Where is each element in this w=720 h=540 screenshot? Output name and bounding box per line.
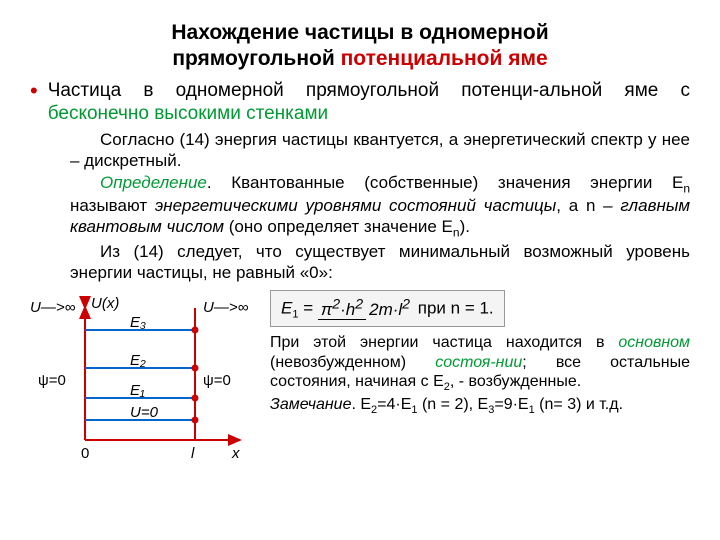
svg-text:U(x): U(x) — [91, 295, 119, 312]
svg-text:U—>∞: U—>∞ — [203, 299, 249, 316]
svg-text:ψ=0: ψ=0 — [203, 372, 231, 389]
title-line1: Нахождение частицы в одномерной — [171, 21, 548, 44]
svg-text:E₃: E₃ — [130, 314, 146, 331]
formula-e1: E1 = π2·h22m·l2 при n = 1. — [270, 290, 505, 328]
energy-well-diagram: U=0 E₁ E₂ E₃ U—>∞ U(x) U—>∞ ψ=0 ψ=0 0 l x — [30, 290, 260, 465]
paragraph-1: Согласно (14) энергия частицы квантуется… — [70, 130, 690, 171]
svg-text:l: l — [191, 445, 195, 462]
paragraph-3: Из (14) следует, что существует минималь… — [70, 242, 690, 283]
title-line2b: потенциальной яме — [341, 47, 548, 70]
well-svg: U=0 E₁ E₂ E₃ U—>∞ U(x) U—>∞ ψ=0 ψ=0 0 l x — [30, 290, 260, 465]
paragraph-2: Определение. Квантованные (собственные) … — [70, 173, 690, 240]
svg-text:U—>∞: U—>∞ — [30, 299, 76, 316]
bullet-item: • Частица в одномерной прямоугольной пот… — [30, 79, 690, 127]
bullet-text: Частица в одномерной прямоугольной потен… — [48, 79, 690, 127]
page-title: Нахождение частицы в одномерной прямоуго… — [30, 20, 690, 73]
svg-text:E₂: E₂ — [130, 352, 146, 369]
bullet-dot-icon: • — [30, 79, 38, 103]
svg-text:x: x — [231, 445, 240, 462]
lower-region: U=0 E₁ E₂ E₃ U—>∞ U(x) U—>∞ ψ=0 ψ=0 0 l x E1 = π2·h… — [30, 290, 690, 465]
svg-text:0: 0 — [81, 445, 89, 462]
svg-text:E₁: E₁ — [130, 382, 145, 399]
right-text: При этой энергии частица находится в осн… — [270, 333, 690, 417]
right-column: E1 = π2·h22m·l2 при n = 1. При этой энер… — [270, 290, 690, 418]
svg-text:ψ=0: ψ=0 — [38, 372, 66, 389]
title-line2a: прямоугольной — [172, 47, 340, 70]
svg-text:U=0: U=0 — [130, 404, 159, 421]
